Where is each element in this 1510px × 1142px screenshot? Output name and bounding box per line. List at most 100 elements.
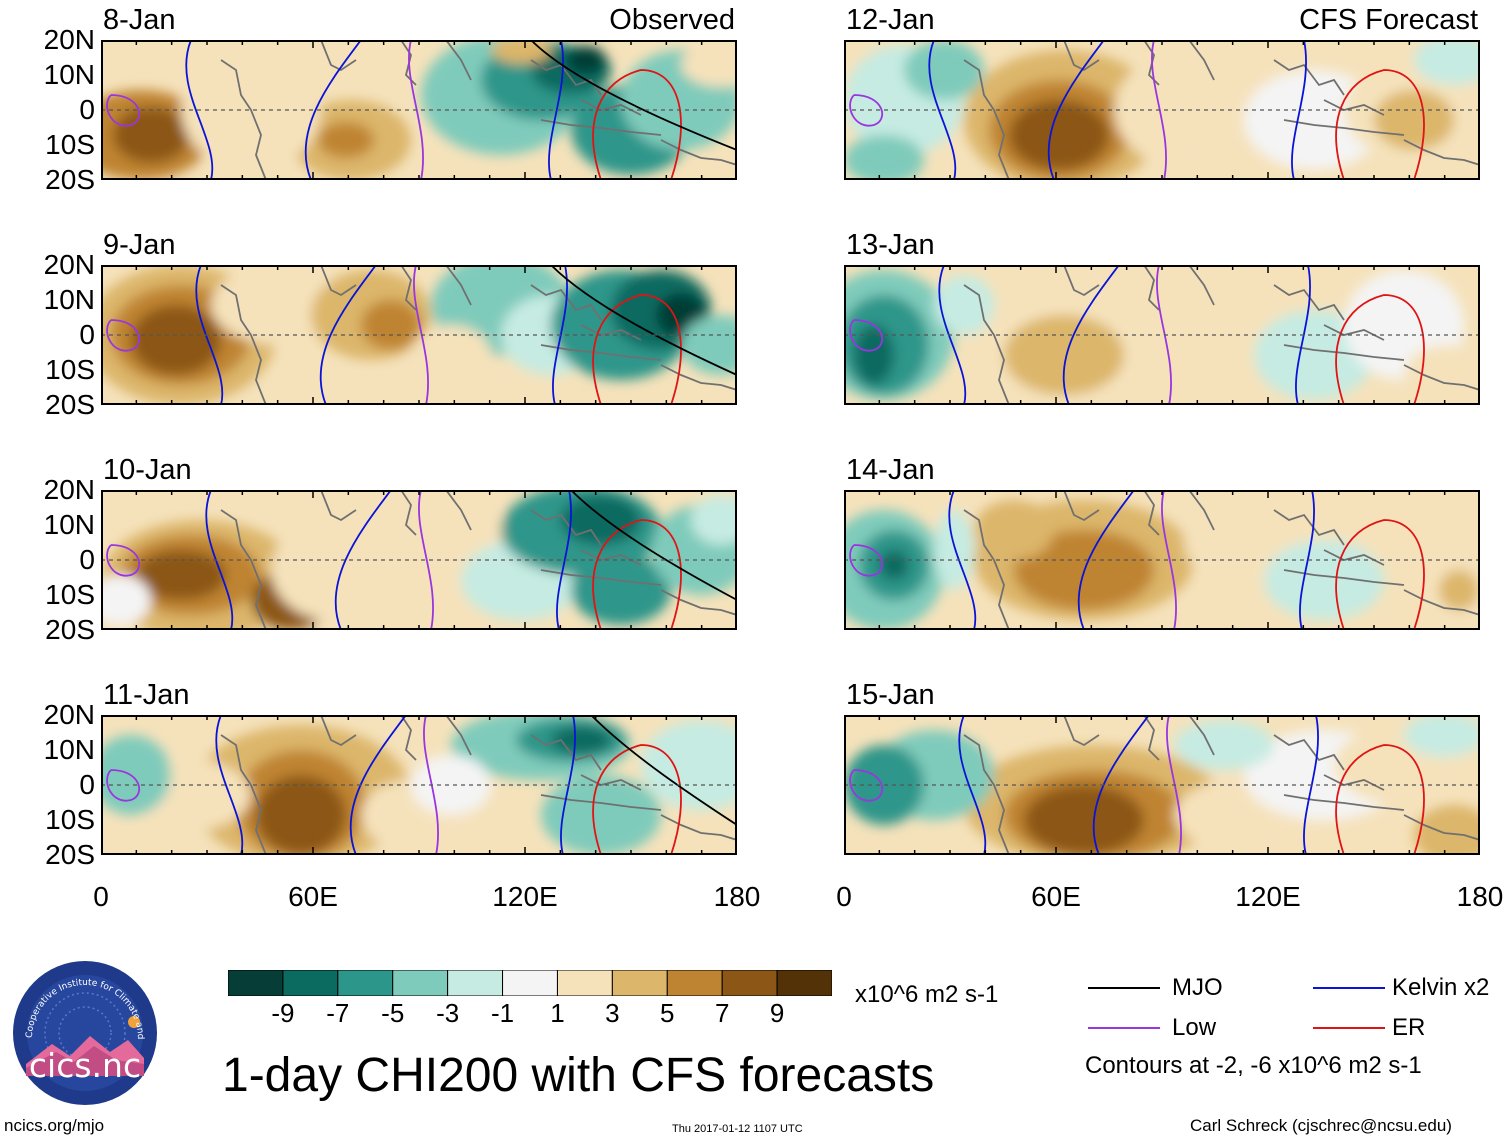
coastline [1273,59,1345,96]
map-panel-14-jan [844,490,1480,630]
y-tick-label: 10N [43,59,95,90]
colorbar-box [337,970,394,996]
er-contour [1335,294,1425,405]
coastline [540,344,662,361]
anomaly-blob [1404,715,1480,757]
kelvin-contour [1295,265,1311,405]
mjo-contour [570,490,737,601]
coastline [1063,490,1100,522]
observed-header: Observed [609,4,735,36]
anomaly-blob [101,735,171,815]
map-panel-13-jan [844,265,1480,405]
anomaly-blob [113,107,189,163]
colorbar-box [666,970,723,996]
x-tick-label: 120E [492,881,558,912]
colorbar-boxes [228,970,832,996]
legend-label-mjo: MJO [1172,974,1223,1001]
y-tick-label: 10N [43,734,95,765]
colorbar-box [556,970,613,996]
legend-line-kelvin [1313,987,1385,989]
colorbar-tick-label: 9 [769,998,785,1028]
coastline [1403,814,1480,841]
kelvin-contour [1299,490,1315,630]
mjo-contour [550,265,737,376]
y-tick-label: 20N [43,699,95,730]
colorbar-tick-label: 1 [550,998,565,1028]
kelvin-contour [948,490,977,630]
legend-label-er: ER [1392,1014,1426,1041]
legend-line-low [1088,1027,1160,1029]
coastline [1273,509,1345,546]
coastline [530,509,602,546]
colorbar [228,970,832,996]
contour-note: Contours at -2, -6 x10^6 m2 s-1 [1085,1052,1422,1079]
coastline [963,284,1010,405]
low-contour [106,769,141,802]
coastline [1273,734,1345,771]
chart-title: 1-day CHI200 with CFS forecasts [222,1049,935,1102]
anomaly-blob [844,135,924,180]
coastline [540,119,662,136]
anomaly-blob [1174,720,1274,770]
anomaly-blob [561,495,641,545]
panel-date-label: 15-Jan [846,679,935,711]
low-contour [408,40,424,180]
y-tick-label: 0 [79,544,95,575]
colorbar-tick-label: -5 [381,998,405,1028]
anomaly-blob [101,575,151,625]
coastline [400,490,417,536]
coastline [660,139,737,166]
low-contour [849,94,884,127]
panel-date-label: 11-Jan [103,679,190,711]
kelvin-contour [1291,40,1307,180]
coastline [400,265,417,311]
panel-date-label: 8-Jan [103,4,176,36]
panel-date-label: 14-Jan [846,454,935,486]
x-tick-label: 180 [1456,881,1504,912]
map-field [844,490,1480,630]
low-contour [1161,490,1177,630]
anomaly-blob [1439,570,1479,610]
forecast-header: CFS Forecast [1299,4,1478,36]
coastline [1188,490,1215,531]
colorbar-box [721,970,778,996]
anomaly-blob [1024,785,1144,855]
y-tick-label: 10N [43,509,95,540]
panel-date-label: 10-Jan [103,454,192,486]
anomaly-blob [681,315,737,375]
colorbar-tick-label: 5 [660,998,675,1028]
y-tick-label: 0 [79,769,95,800]
colorbar-box [502,970,558,996]
anomaly-blob [641,720,737,810]
colorbar-tick-label: -3 [436,998,460,1028]
coastline [660,814,737,841]
y-tick-label: 10N [43,284,95,315]
er-contour [592,294,682,405]
panel-date-label: 9-Jan [103,229,176,261]
mjo-contour [530,40,737,151]
colorbar-box [392,970,449,996]
low-contour [849,544,884,577]
anomaly-blob [136,550,226,600]
kelvin-contour [215,715,244,855]
y-tick-label: 20N [43,474,95,505]
colorbar-box [228,970,284,996]
low-contour [413,265,429,405]
anomaly-blob [904,40,984,100]
legend-line-er [1313,1027,1385,1029]
low-contour [106,544,141,577]
anomaly-blob [411,325,491,385]
coastline [220,734,267,855]
coastline [530,59,602,96]
anomaly-blob [854,325,894,385]
low-contour [1156,265,1172,405]
coastline [530,284,602,321]
coastline [220,509,267,630]
colorbar-box [776,970,832,996]
anomaly-blob [934,275,994,335]
coastline [1143,715,1160,761]
low-contour [106,319,141,352]
legend-label-kelvin: Kelvin x2 [1392,974,1490,1001]
colorbar-box [611,970,668,996]
kelvin-contour [1303,715,1319,855]
